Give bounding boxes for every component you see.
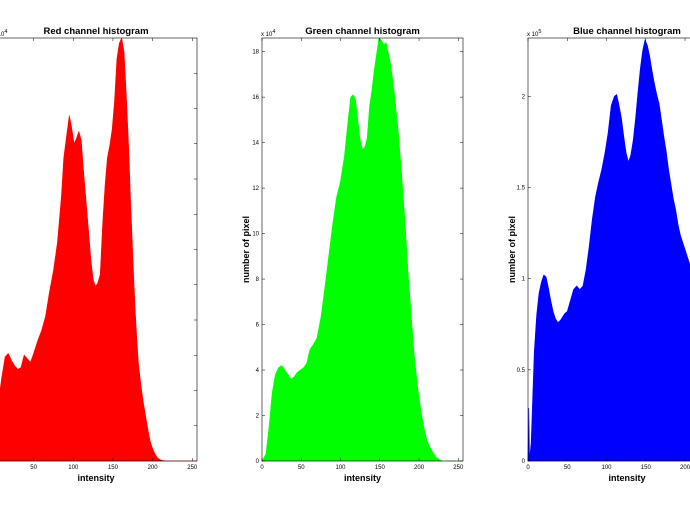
green-exponent-label: x 104 bbox=[261, 29, 275, 38]
blue-exponent-base: x 10 bbox=[527, 32, 539, 38]
red-xtick-label: 50 bbox=[30, 465, 37, 471]
red-histogram-area bbox=[0, 37, 198, 462]
blue-ytick-label: 0 bbox=[522, 459, 526, 465]
green-xtick-label: 50 bbox=[298, 465, 305, 471]
red-xtick-label: 200 bbox=[148, 465, 159, 471]
blue-ytick-label: 1 bbox=[522, 277, 526, 283]
green-ytick-label: 12 bbox=[252, 186, 259, 192]
blue-xtick-label: 150 bbox=[641, 465, 652, 471]
green-ytick-label: 2 bbox=[256, 414, 260, 420]
blue-ytick-label: 1.5 bbox=[517, 186, 526, 192]
green-ytick-label: 10 bbox=[252, 232, 259, 238]
blue-axes-frame bbox=[527, 37, 690, 462]
green-ytick-label: 18 bbox=[252, 50, 259, 56]
green-ytick-label: 16 bbox=[252, 95, 259, 101]
red-chart-title: Red channel histogram bbox=[43, 26, 148, 37]
blue-histogram-area bbox=[527, 39, 690, 462]
blue-exponent-power: 5 bbox=[538, 29, 541, 35]
green-exponent-base: x 10 bbox=[261, 32, 273, 38]
green-yaxis-label: number of pixel bbox=[241, 216, 251, 283]
blue-xtick-label: 100 bbox=[602, 465, 613, 471]
red-exponent-power: 4 bbox=[4, 29, 7, 35]
green-xtick-label: 150 bbox=[375, 465, 386, 471]
green-ytick-label: 0 bbox=[256, 459, 260, 465]
green-xtick-label: 200 bbox=[414, 465, 425, 471]
blue-chart-title: Blue channel histogram bbox=[573, 26, 681, 37]
green-exponent-power: 4 bbox=[272, 29, 275, 35]
blue-xtick-label: 0 bbox=[526, 465, 530, 471]
green-chart-title: Green channel histogram bbox=[305, 26, 420, 37]
green-xtick-label: 100 bbox=[336, 465, 347, 471]
red-xtick-label: 100 bbox=[68, 465, 79, 471]
red-exponent-label: x 104 bbox=[0, 29, 7, 38]
blue-yaxis-label: number of pixel bbox=[507, 216, 517, 283]
green-ytick-label: 4 bbox=[256, 368, 260, 374]
blue-exponent-label: x 105 bbox=[527, 29, 541, 38]
red-xtick-label: 250 bbox=[187, 465, 198, 471]
red-xaxis-label: intensity bbox=[77, 473, 114, 483]
green-ytick-label: 8 bbox=[256, 277, 260, 283]
blue-xtick-label: 50 bbox=[564, 465, 571, 471]
green-ytick-label: 6 bbox=[256, 323, 260, 329]
red-exponent-base: x 10 bbox=[0, 32, 5, 38]
red-histogram-panel: 50 100 150 200 250 x 104 Red channel histogram… bbox=[0, 26, 198, 483]
green-histogram-area bbox=[261, 37, 464, 462]
blue-xaxis-label: intensity bbox=[608, 473, 645, 483]
blue-ytick-label: 2 bbox=[522, 94, 526, 100]
green-xtick-label: 0 bbox=[260, 465, 264, 471]
red-xtick-label: 150 bbox=[108, 465, 119, 471]
green-xtick-label: 250 bbox=[453, 465, 464, 471]
green-xaxis-label: intensity bbox=[344, 473, 381, 483]
green-axes-frame bbox=[261, 37, 464, 462]
blue-xtick-label: 200 bbox=[680, 465, 690, 471]
green-ytick-label: 14 bbox=[252, 141, 259, 147]
blue-ytick-label: 0.5 bbox=[517, 368, 526, 374]
